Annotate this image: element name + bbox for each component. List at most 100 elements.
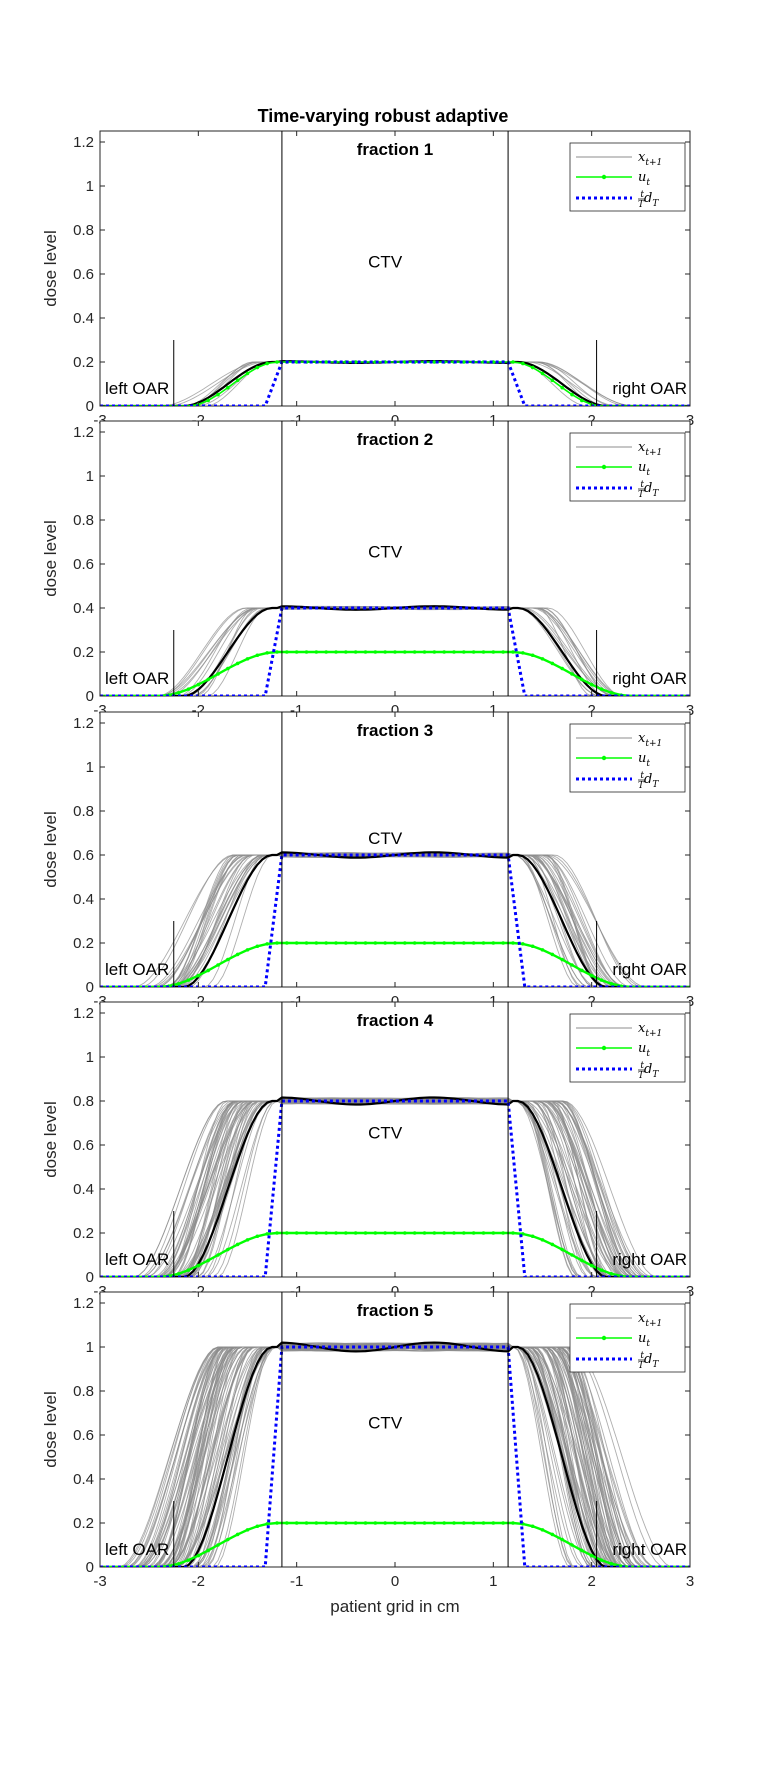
control-marker (432, 650, 437, 654)
right-oar-label: right OAR (612, 960, 687, 979)
control-marker (314, 1521, 319, 1525)
control-marker (452, 1521, 456, 1525)
control-marker (570, 1543, 574, 1547)
control-marker (501, 1521, 505, 1525)
control-marker (383, 1521, 387, 1525)
y-tick-label: 0 (86, 1559, 94, 1576)
left-oar-label: left OAR (105, 669, 169, 688)
control-marker (599, 687, 604, 691)
legend-marker-control (601, 755, 607, 761)
control-marker (570, 392, 574, 397)
x-tick-label: 1 (489, 1573, 497, 1590)
control-marker (403, 1521, 407, 1525)
legend-label-control: ut (638, 460, 650, 478)
control-marker (226, 666, 230, 671)
legend: xt+1 ut t TdT (569, 723, 686, 793)
control-marker (580, 1258, 584, 1263)
control-marker (580, 398, 584, 403)
control-marker (186, 978, 191, 982)
right-oar-label: right OAR (612, 379, 687, 398)
ctv-label: CTV (368, 252, 403, 271)
control-marker (422, 1231, 427, 1235)
control-marker (471, 941, 476, 945)
control-marker (206, 968, 210, 973)
control-marker (275, 650, 279, 654)
legend-label-ensemble: xt+1 (638, 1021, 662, 1039)
control-marker (570, 963, 574, 967)
control-marker (491, 650, 496, 654)
right-oar-label: right OAR (612, 1250, 687, 1269)
y-tick-label: 0.8 (73, 1383, 94, 1400)
control-marker (176, 1271, 181, 1276)
control-marker (216, 1543, 220, 1547)
control-marker (304, 1231, 309, 1235)
control-marker (540, 1528, 545, 1532)
y-tick-label: 1.2 (73, 134, 94, 151)
control-marker (403, 941, 407, 945)
y-tick-label: 1 (86, 178, 94, 195)
control-marker (540, 1238, 545, 1242)
panel-title: fraction 5 (357, 1301, 434, 1320)
control-marker (521, 942, 525, 946)
legend-marker-control (601, 1335, 607, 1341)
x-tick-label: 1 (489, 702, 497, 719)
legend-label-ensemble: xt+1 (638, 440, 662, 458)
control-marker (285, 1231, 289, 1235)
control-marker (275, 1231, 279, 1235)
control-marker (206, 1258, 210, 1263)
legend-label-target: t TdT (638, 190, 659, 210)
control-marker (412, 941, 417, 945)
control-marker (511, 360, 515, 364)
control-marker (304, 941, 309, 945)
control-marker (373, 650, 378, 654)
y-tick-label: 1.2 (73, 1005, 94, 1022)
control-marker (599, 1558, 604, 1562)
y-tick-label: 0.8 (73, 1093, 94, 1110)
ctv-label: CTV (368, 829, 403, 848)
control-marker (511, 1231, 515, 1235)
panel-title: fraction 1 (357, 140, 434, 159)
legend-label-target: t TdT (638, 1351, 659, 1371)
control-marker (609, 690, 614, 695)
control-marker (324, 1521, 328, 1525)
control-marker (245, 948, 250, 952)
control-marker (265, 651, 269, 655)
y-tick-label: 0.6 (73, 1427, 94, 1444)
target-line (100, 606, 690, 696)
control-marker (353, 1521, 358, 1525)
legend: xt+1 ut t TdT (569, 142, 686, 212)
control-marker (462, 360, 466, 364)
control-marker (432, 360, 437, 364)
legend-marker-control (601, 1045, 607, 1051)
control-marker (383, 1231, 387, 1235)
panel-title: fraction 4 (357, 1011, 434, 1030)
control-marker (540, 657, 545, 661)
control-marker (235, 661, 240, 666)
control-marker (481, 941, 486, 945)
control-marker (255, 944, 260, 949)
control-marker (550, 378, 555, 383)
control-marker (491, 941, 496, 945)
control-marker (363, 1231, 368, 1235)
control-marker (206, 1548, 210, 1553)
control-marker (432, 941, 437, 945)
control-marker (226, 1247, 230, 1252)
y-tick-label: 0.6 (73, 266, 94, 283)
y-tick-label: 0.6 (73, 556, 94, 573)
legend-label-control: ut (638, 170, 650, 188)
control-marker (265, 942, 269, 946)
control-marker (393, 1521, 397, 1525)
legend: xt+1 ut t TdT (569, 432, 686, 502)
left-oar-label: left OAR (105, 1540, 169, 1559)
control-marker (599, 1268, 604, 1272)
legend-label-control: ut (638, 1041, 650, 1059)
control-marker (442, 650, 446, 654)
legend-label-ensemble: xt+1 (638, 731, 662, 749)
y-tick-label: 0.4 (73, 1181, 94, 1198)
control-marker (176, 1561, 181, 1566)
legend-label-control: ut (638, 1331, 650, 1349)
x-tick-label: -1 (290, 1573, 303, 1590)
control-marker (442, 941, 446, 945)
legend-label-target: t TdT (638, 771, 659, 791)
